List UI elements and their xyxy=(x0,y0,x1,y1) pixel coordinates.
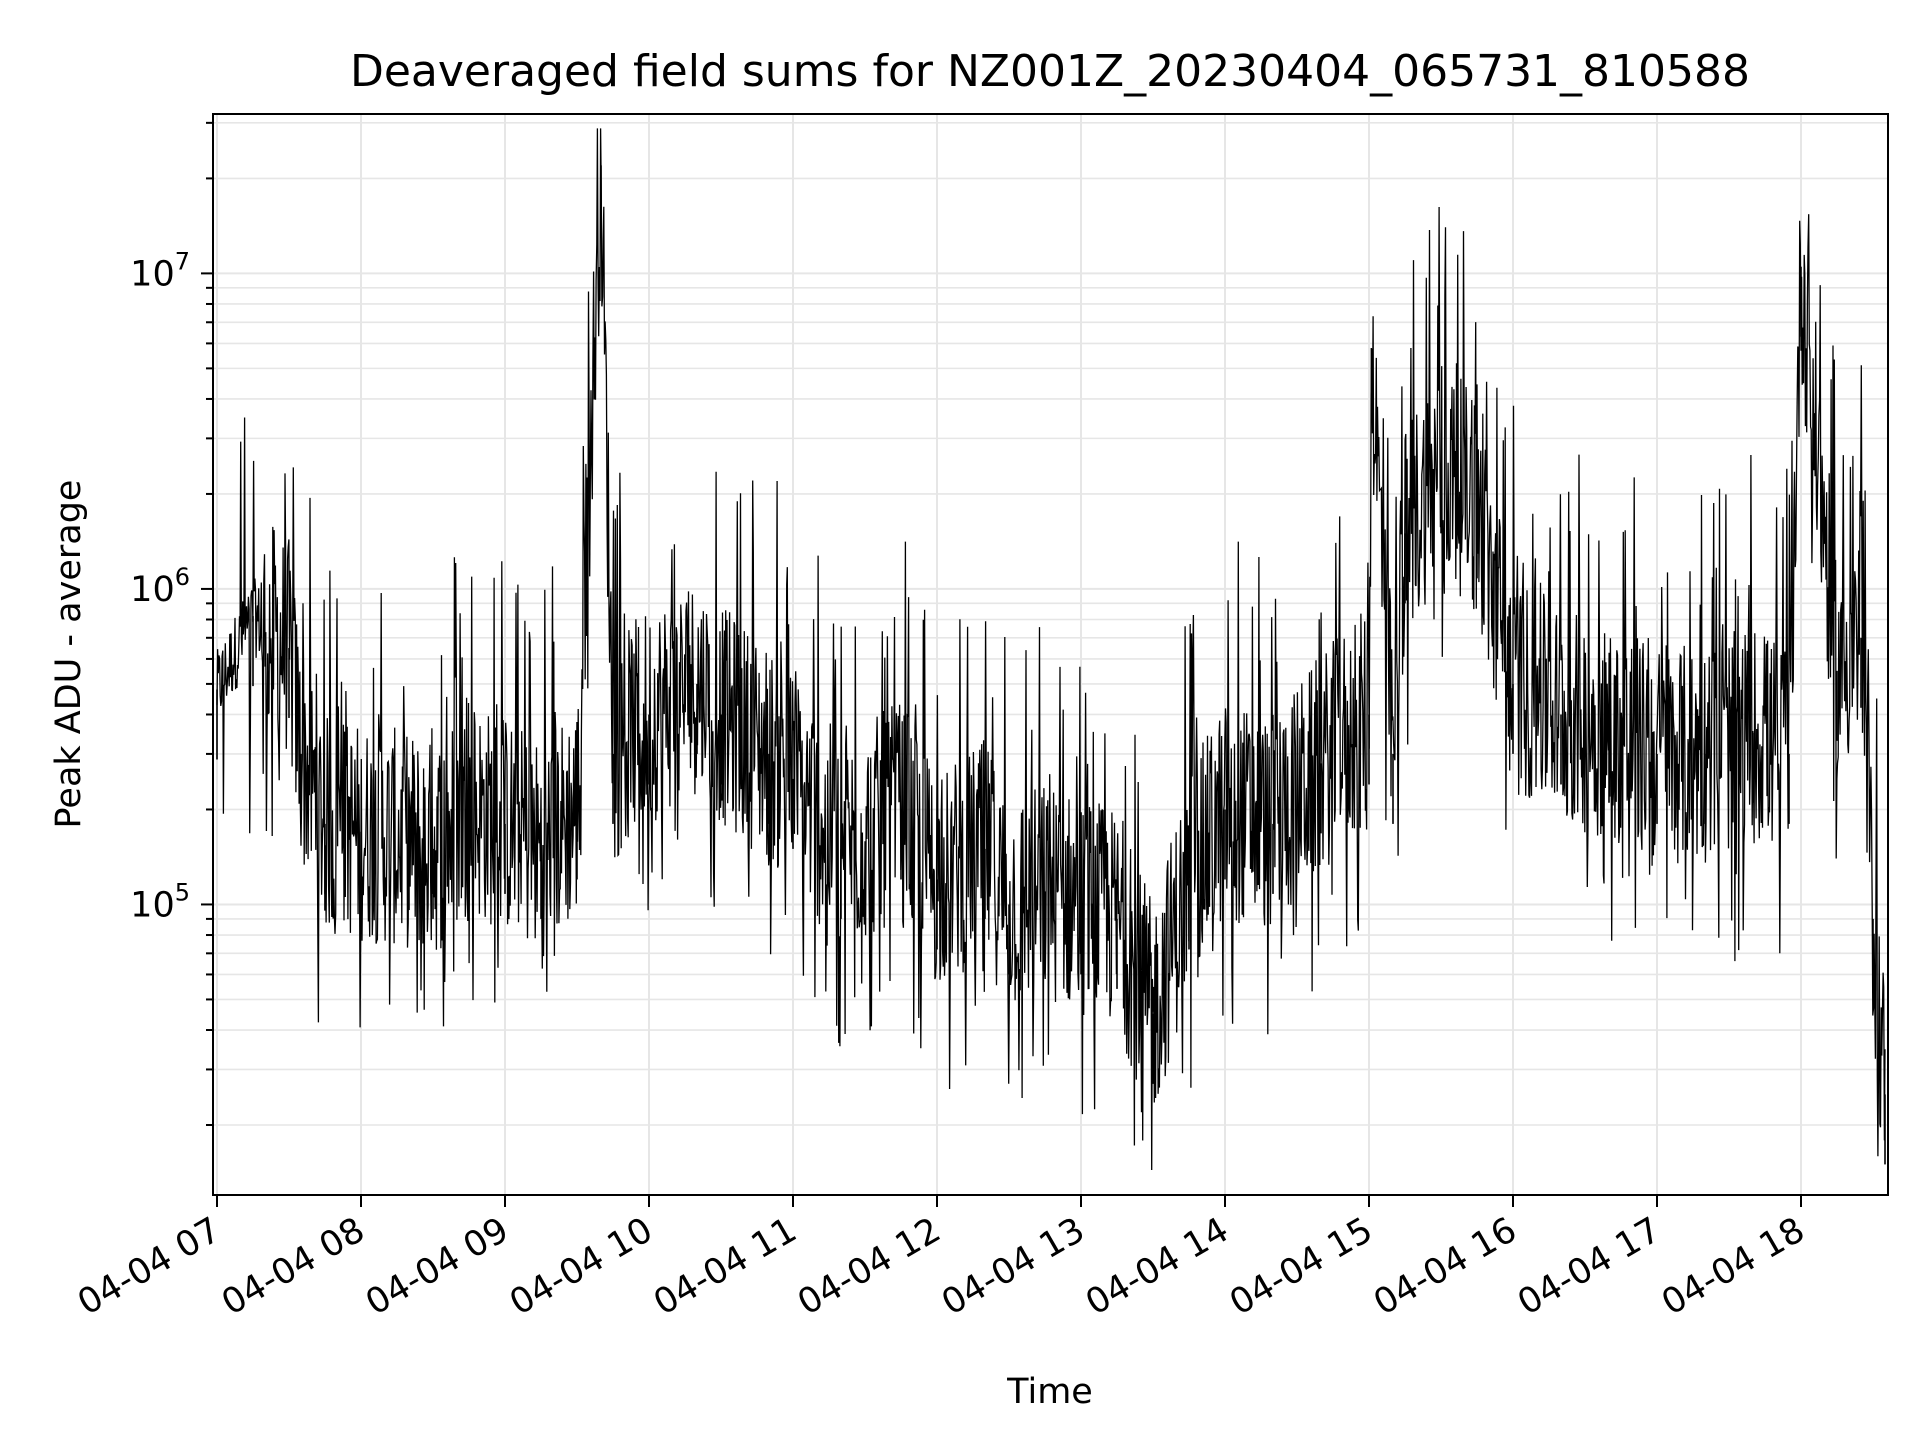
series-line xyxy=(216,128,1886,1171)
y-axis-label: Peak ADU - average xyxy=(49,480,89,829)
y-tick-label: 105 xyxy=(130,878,190,925)
x-axis-label: Time xyxy=(1006,1372,1093,1412)
y-tick-label: 107 xyxy=(130,247,190,294)
plot-frame xyxy=(212,113,1889,1196)
chart-title: Deaveraged field sums for NZ001Z_2023040… xyxy=(350,46,1750,97)
data-layer xyxy=(216,128,1886,1171)
y-tick-label: 106 xyxy=(130,563,190,610)
